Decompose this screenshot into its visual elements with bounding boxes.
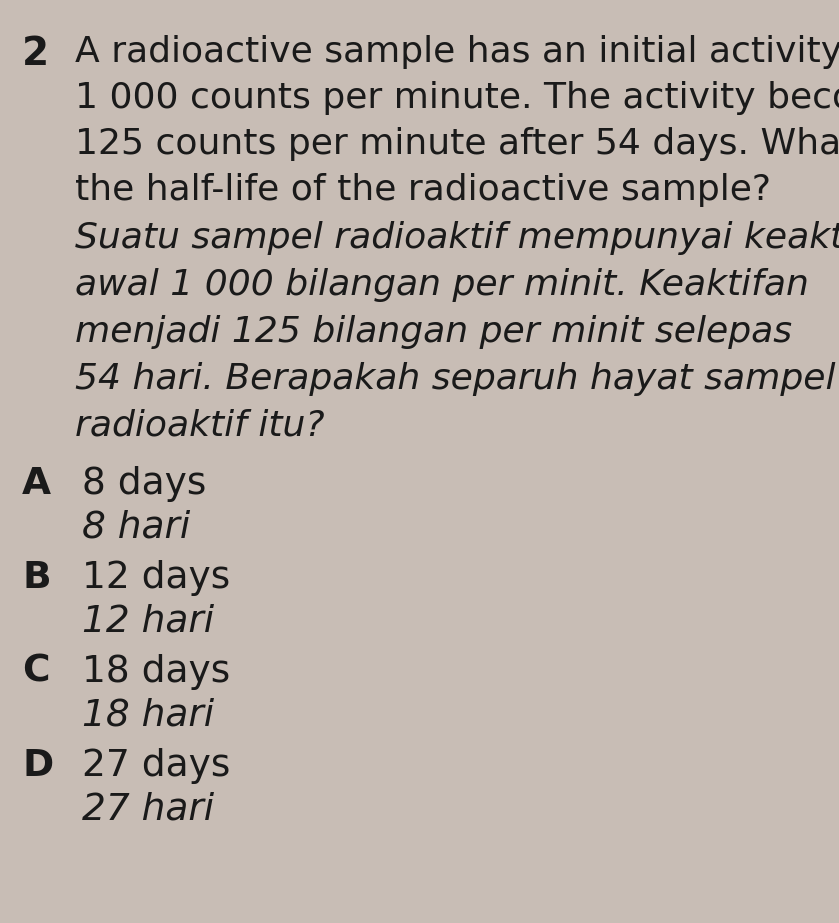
Text: 18 days: 18 days [82, 654, 230, 690]
Text: 1 000 counts per minute. The activity becomes: 1 000 counts per minute. The activity be… [75, 81, 839, 115]
Text: 27 days: 27 days [82, 748, 231, 784]
Text: 54 hari. Berapakah separuh hayat sampel: 54 hari. Berapakah separuh hayat sampel [75, 362, 836, 396]
Text: 2: 2 [22, 35, 50, 73]
Text: the half-life of the radioactive sample?: the half-life of the radioactive sample? [75, 173, 771, 207]
Text: 27 hari: 27 hari [82, 792, 214, 828]
Text: radioaktif itu?: radioaktif itu? [75, 409, 325, 443]
Text: menjadi 125 bilangan per minit selepas: menjadi 125 bilangan per minit selepas [75, 315, 792, 349]
Text: A radioactive sample has an initial activity of: A radioactive sample has an initial acti… [75, 35, 839, 69]
Text: A: A [22, 466, 51, 502]
Text: 12 days: 12 days [82, 560, 230, 596]
Text: 8 days: 8 days [82, 466, 206, 502]
Text: B: B [22, 560, 50, 596]
Text: 8 hari: 8 hari [82, 510, 190, 546]
Text: 125 counts per minute after 54 days. What is: 125 counts per minute after 54 days. Wha… [75, 127, 839, 161]
Text: 12 hari: 12 hari [82, 604, 214, 640]
Text: awal 1 000 bilangan per minit. Keaktifan: awal 1 000 bilangan per minit. Keaktifan [75, 268, 809, 302]
Text: 18 hari: 18 hari [82, 698, 214, 734]
Text: Suatu sampel radioaktif mempunyai keaktifan: Suatu sampel radioaktif mempunyai keakti… [75, 221, 839, 255]
Text: C: C [22, 654, 50, 690]
Text: D: D [22, 748, 53, 784]
